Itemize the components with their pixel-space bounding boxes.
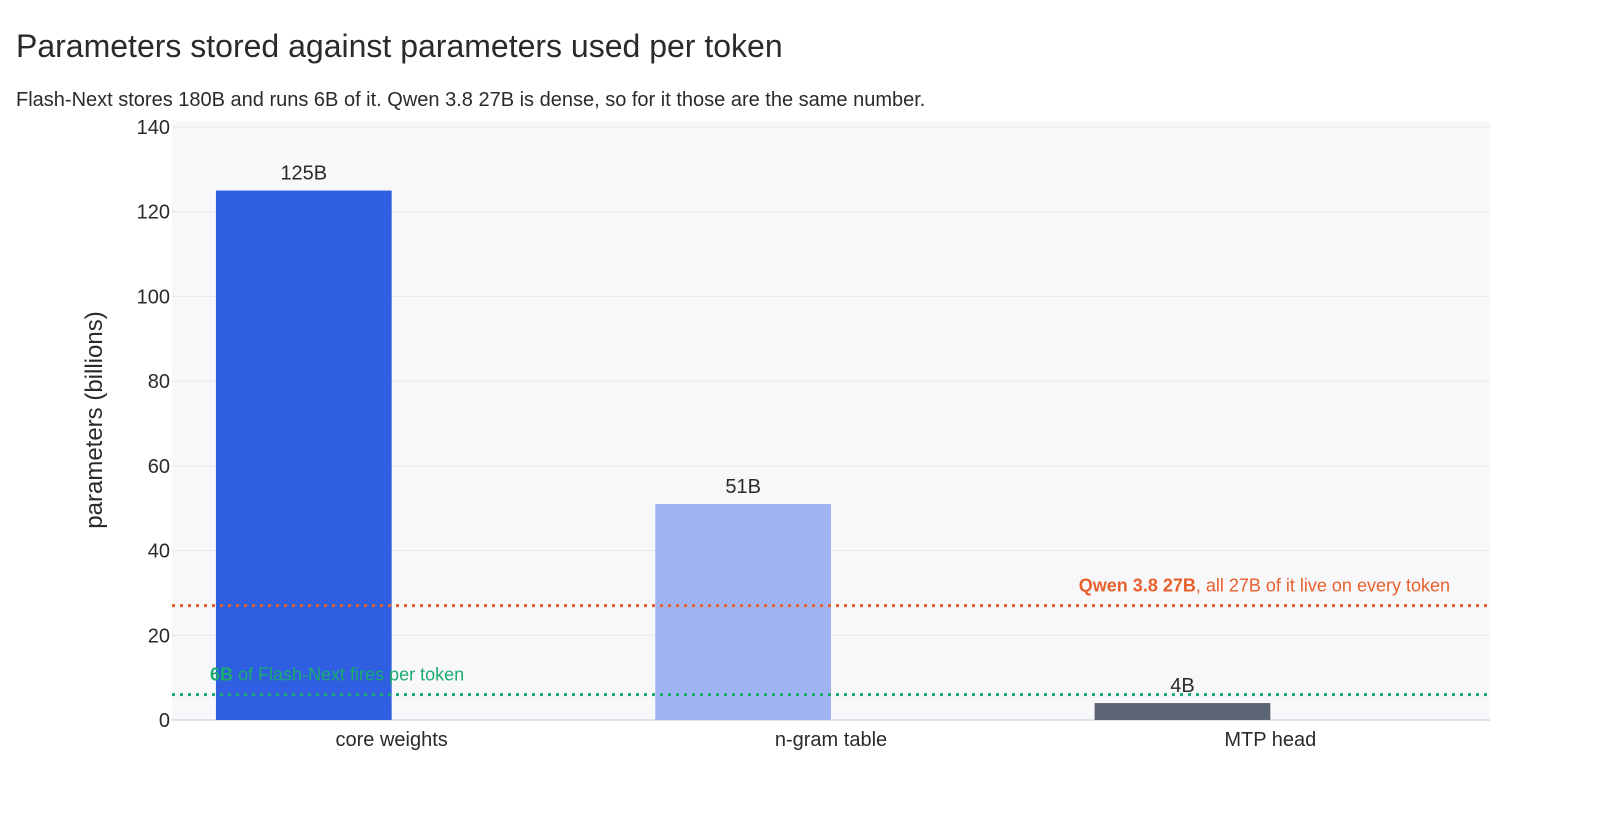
y-tick-label: 60 — [148, 456, 170, 478]
y-tick-label: 0 — [159, 710, 170, 732]
y-tick-label: 140 — [137, 117, 170, 139]
data-label: 51B — [725, 476, 761, 498]
x-tick-label: core weights — [336, 729, 448, 751]
x-tick-label: n-gram table — [775, 729, 887, 751]
chart-title: Parameters stored against parameters use… — [16, 28, 783, 64]
y-axis-label: parameters (billions) — [81, 311, 108, 528]
x-tick-label: MTP head — [1224, 729, 1316, 751]
y-tick-label: 100 — [137, 286, 170, 308]
bar-core-weights — [215, 190, 392, 721]
x-axis-ticks: core weights n-gram table MTP head — [336, 729, 1317, 751]
reference-line-label: Qwen 3.8 27B, all 27B of it live on ever… — [1079, 576, 1450, 596]
y-tick-label: 80 — [148, 371, 170, 393]
y-axis-ticks: 0 20 40 60 80 100 120 140 — [137, 117, 170, 732]
chart-subtitle: Flash-Next stores 180B and runs 6B of it… — [16, 89, 926, 111]
bar-MTP-head — [1094, 703, 1271, 720]
y-tick-label: 120 — [137, 202, 170, 224]
reference-line-label: 6B of Flash-Next fires per token — [210, 665, 464, 685]
bars: 125B 51B 4B — [215, 163, 1271, 721]
y-tick-label: 40 — [148, 541, 170, 563]
data-label: 4B — [1170, 675, 1194, 697]
bar-n-gram-table — [655, 503, 831, 720]
reference-lines: Qwen 3.8 27B, all 27B of it live on ever… — [172, 576, 1490, 697]
data-label: 125B — [280, 163, 327, 185]
y-tick-label: 20 — [148, 625, 170, 647]
